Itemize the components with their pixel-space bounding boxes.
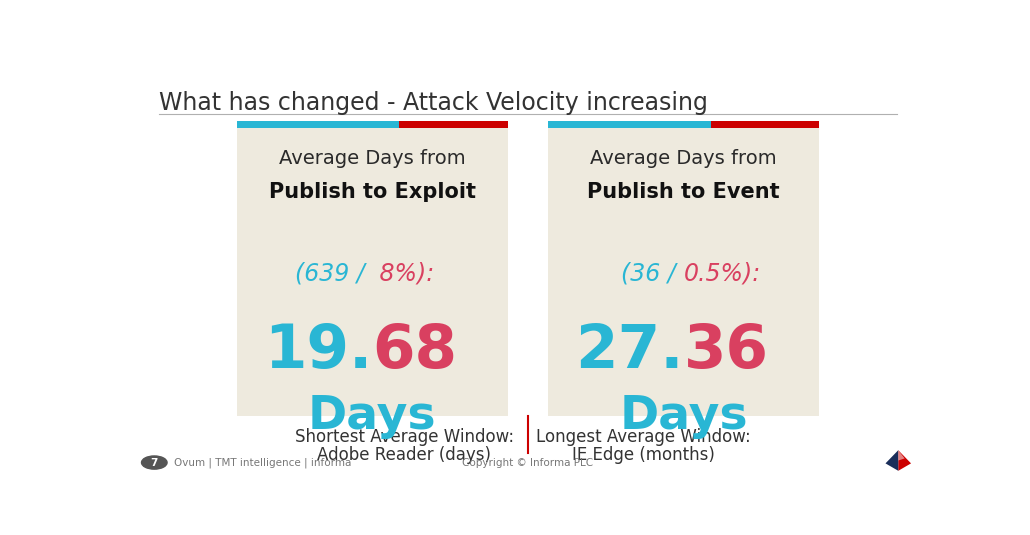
Text: 68: 68 — [372, 322, 457, 381]
Text: Publish to Event: Publish to Event — [587, 181, 780, 202]
Polygon shape — [898, 450, 904, 461]
Text: (36 /: (36 / — [621, 262, 684, 286]
Text: 0.5%):: 0.5%): — [684, 262, 761, 286]
Polygon shape — [898, 450, 911, 471]
FancyBboxPatch shape — [237, 120, 400, 128]
Text: Average Days from: Average Days from — [590, 149, 777, 167]
FancyBboxPatch shape — [548, 120, 711, 128]
Text: Days: Days — [308, 394, 437, 439]
Text: What has changed - Attack Velocity increasing: What has changed - Attack Velocity incre… — [159, 91, 708, 115]
Circle shape — [141, 456, 167, 469]
Text: 36: 36 — [684, 322, 768, 381]
Text: 8%):: 8%): — [372, 262, 435, 286]
Text: Copyright © Informa PLC: Copyright © Informa PLC — [462, 457, 593, 468]
Text: Ovum | TMT intelligence | informa: Ovum | TMT intelligence | informa — [174, 457, 351, 468]
FancyBboxPatch shape — [711, 120, 819, 128]
Text: Publish to Exploit: Publish to Exploit — [269, 181, 476, 202]
Text: Average Days from: Average Days from — [279, 149, 466, 167]
FancyBboxPatch shape — [400, 120, 508, 128]
Text: 27.: 27. — [575, 322, 684, 381]
Polygon shape — [886, 450, 898, 471]
Text: Adobe Reader (days): Adobe Reader (days) — [317, 447, 491, 464]
Text: Longest Average Window:: Longest Average Window: — [537, 427, 751, 446]
Text: 19.: 19. — [264, 322, 372, 381]
Text: (639 /: (639 / — [295, 262, 372, 286]
Text: 7: 7 — [150, 457, 158, 468]
Text: Days: Days — [619, 394, 748, 439]
FancyBboxPatch shape — [237, 128, 508, 416]
Text: Shortest Average Window:: Shortest Average Window: — [295, 427, 514, 446]
FancyBboxPatch shape — [548, 128, 819, 416]
Text: IE Edge (months): IE Edge (months) — [573, 447, 715, 464]
